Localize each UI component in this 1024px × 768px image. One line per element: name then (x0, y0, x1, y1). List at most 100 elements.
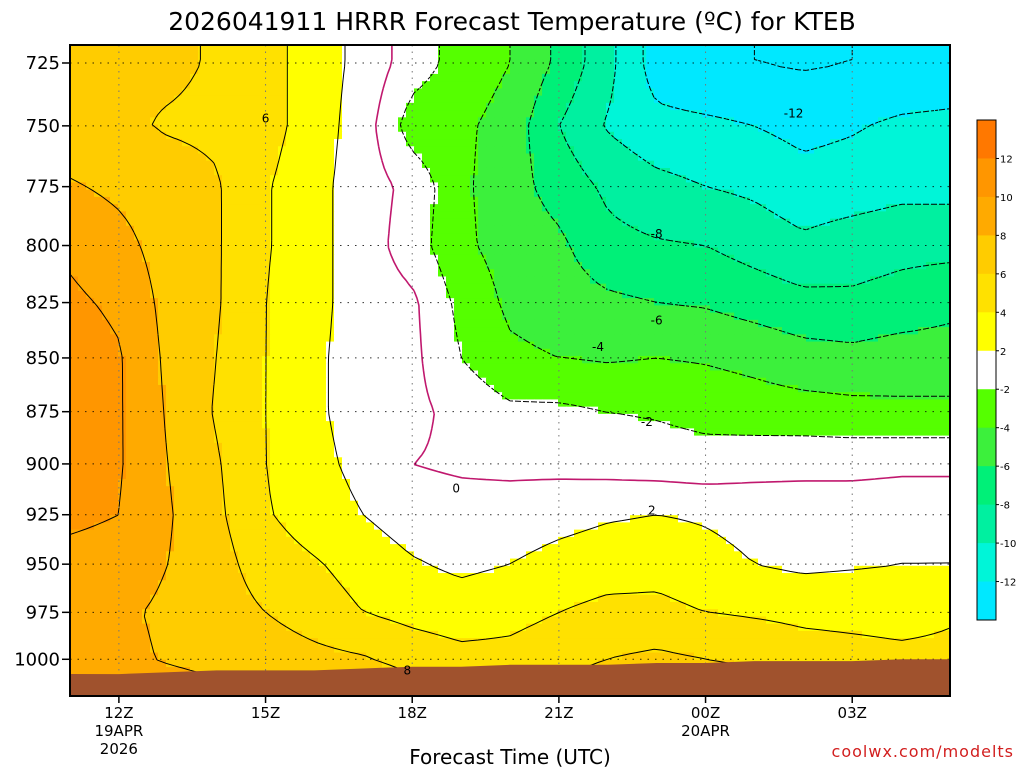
temperature-cell (542, 269, 551, 278)
temperature-cell (862, 319, 871, 328)
temperature-cell (358, 348, 367, 357)
temperature-cell (694, 312, 703, 321)
temperature-cell (70, 88, 79, 97)
temperature-cell (438, 88, 447, 97)
temperature-cell (614, 233, 623, 241)
temperature-cell (438, 290, 447, 299)
temperature-cell (678, 153, 687, 162)
temperature-cell (870, 196, 879, 205)
temperature-cell (222, 327, 231, 335)
temperature-cell (742, 204, 751, 212)
temperature-cell (270, 276, 279, 285)
temperature-cell (390, 276, 399, 285)
temperature-cell (150, 269, 159, 278)
temperature-cell (454, 233, 463, 241)
temperature-cell (502, 88, 511, 97)
temperature-cell (342, 254, 351, 263)
temperature-cell (254, 269, 263, 278)
temperature-cell (822, 110, 831, 118)
temperature-cell (606, 160, 615, 169)
temperature-cell (710, 66, 719, 75)
temperature-cell (878, 218, 887, 227)
temperature-cell (878, 348, 887, 357)
temperature-cell (254, 312, 263, 321)
temperature-cell (486, 167, 495, 176)
temperature-cell (398, 131, 407, 140)
temperature-cell (182, 247, 191, 256)
temperature-cell (638, 160, 647, 169)
temperature-cell (686, 153, 695, 162)
temperature-cell (838, 211, 847, 220)
temperature-cell (694, 175, 703, 184)
temperature-cell (918, 262, 927, 270)
temperature-cell (806, 262, 815, 270)
temperature-cell (822, 59, 831, 68)
temperature-cell (622, 290, 631, 299)
temperature-cell (350, 131, 359, 140)
temperature-cell (182, 305, 191, 314)
temperature-cell (918, 182, 927, 191)
temperature-cell (182, 182, 191, 191)
temperature-cell (638, 117, 647, 126)
temperature-cell (822, 124, 831, 133)
temperature-cell (686, 283, 695, 292)
temperature-cell (134, 45, 143, 53)
temperature-cell (342, 218, 351, 227)
temperature-cell (518, 211, 527, 220)
temperature-cell (462, 290, 471, 299)
temperature-cell (886, 341, 895, 350)
temperature-cell (678, 341, 687, 350)
temperature-cell (838, 139, 847, 147)
temperature-cell (638, 276, 647, 285)
temperature-cell (118, 131, 127, 140)
temperature-cell (782, 66, 791, 75)
temperature-cell (366, 117, 375, 126)
temperature-cell (198, 131, 207, 140)
temperature-cell (174, 131, 183, 140)
temperature-cell (718, 146, 727, 155)
temperature-cell (790, 363, 799, 372)
temperature-cell (782, 73, 791, 82)
temperature-cell (382, 225, 391, 234)
temperature-cell (838, 66, 847, 75)
temperature-cell (910, 225, 919, 234)
temperature-cell (750, 117, 759, 126)
temperature-cell (246, 327, 255, 335)
temperature-cell (774, 117, 783, 126)
temperature-cell (510, 182, 519, 191)
temperature-cell (718, 131, 727, 140)
temperature-cell (158, 73, 167, 82)
temperature-cell (918, 348, 927, 357)
temperature-cell (942, 363, 950, 372)
temperature-cell (622, 81, 631, 89)
temperature-cell (190, 334, 199, 343)
temperature-cell (222, 45, 231, 53)
temperature-cell (254, 139, 263, 147)
temperature-cell (174, 233, 183, 241)
temperature-cell (230, 276, 239, 285)
temperature-cell (342, 319, 351, 328)
temperature-cell (182, 341, 191, 350)
temperature-cell (422, 283, 431, 292)
temperature-cell (558, 218, 567, 227)
temperature-cell (854, 131, 863, 140)
temperature-cell (206, 262, 215, 270)
temperature-cell (70, 254, 79, 263)
temperature-cell (510, 175, 519, 184)
temperature-cell (198, 283, 207, 292)
temperature-cell (166, 153, 175, 162)
temperature-cell (710, 356, 719, 364)
temperature-cell (206, 153, 215, 162)
temperature-cell (158, 59, 167, 68)
temperature-cell (854, 312, 863, 321)
temperature-cell (782, 233, 791, 241)
temperature-cell (470, 146, 479, 155)
temperature-cell (438, 52, 447, 61)
temperature-cell (806, 233, 815, 241)
temperature-cell (134, 66, 143, 75)
temperature-cell (510, 269, 519, 278)
temperature-cell (158, 204, 167, 212)
temperature-cell (662, 312, 671, 321)
temperature-cell (254, 218, 263, 227)
temperature-cell (174, 182, 183, 191)
